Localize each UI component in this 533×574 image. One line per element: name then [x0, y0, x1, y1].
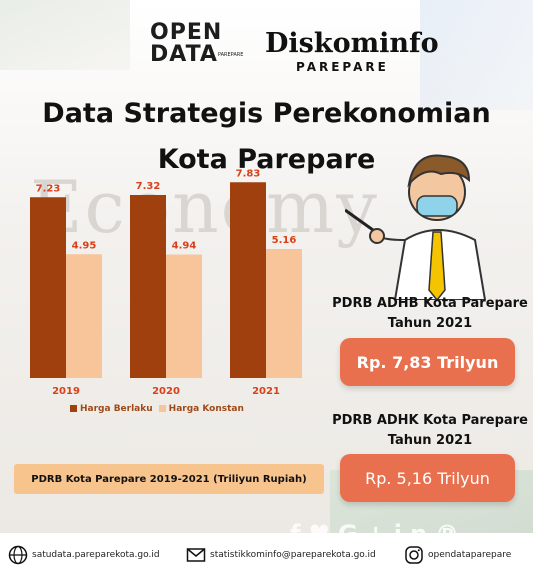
footer: satudata.pareparekota.go.id statistikkom…	[0, 533, 533, 574]
legend-label-berlaku: Harga Berlaku	[80, 404, 153, 414]
data-label-berlaku-2021: 7.83	[236, 168, 261, 179]
x-tick-2019: 2019	[52, 386, 80, 397]
bar-konstan-2021	[266, 249, 302, 378]
x-tick-2020: 2020	[152, 386, 180, 397]
data-label-konstan-2021: 5.16	[272, 235, 297, 246]
bar-berlaku-2019	[30, 197, 66, 378]
presenter-illustration	[345, 140, 530, 300]
bar-konstan-2019	[66, 254, 102, 378]
bar-berlaku-2020	[130, 195, 166, 378]
kpi-adhk-value: Rp. 5,16 Trilyun	[340, 454, 515, 502]
footer-website[interactable]: satudata.pareparekota.go.id	[8, 545, 160, 565]
legend-item-berlaku: Harga Berlaku	[70, 404, 153, 414]
bar-konstan-2020	[166, 255, 202, 379]
instagram-icon	[404, 545, 424, 565]
chart-legend: Harga Berlaku Harga Konstan	[70, 404, 244, 414]
x-tick-2021: 2021	[252, 386, 280, 397]
footer-email[interactable]: statistikkominfo@pareparekota.go.id	[186, 545, 376, 565]
kpi-adhk-year: Tahun 2021	[330, 433, 530, 448]
footer-instagram[interactable]: opendataparepare	[404, 545, 511, 565]
globe-icon	[8, 545, 28, 565]
bar-berlaku-2021	[230, 182, 266, 378]
kpi-adhb-label: PDRB ADHB Kota Parepare	[330, 296, 530, 311]
chart-caption: PDRB Kota Parepare 2019-2021 (Triliyun R…	[14, 464, 324, 494]
kpi-adhb-year: Tahun 2021	[330, 316, 530, 331]
legend-item-konstan: Harga Konstan	[159, 404, 244, 414]
footer-website-text: satudata.pareparekota.go.id	[32, 550, 160, 560]
legend-label-konstan: Harga Konstan	[169, 404, 244, 414]
kpi-adhk-label: PDRB ADHK Kota Parepare	[330, 413, 530, 428]
data-label-konstan-2019: 4.95	[72, 240, 97, 251]
data-label-konstan-2020: 4.94	[172, 241, 197, 252]
footer-email-text: statistikkominfo@pareparekota.go.id	[210, 550, 376, 560]
footer-instagram-text: opendataparepare	[428, 550, 511, 560]
mail-icon	[186, 545, 206, 565]
kpi-adhb-value: Rp. 7,83 Trilyun	[340, 338, 515, 386]
data-label-berlaku-2019: 7.23	[36, 183, 61, 194]
data-label-berlaku-2020: 7.32	[136, 181, 161, 192]
